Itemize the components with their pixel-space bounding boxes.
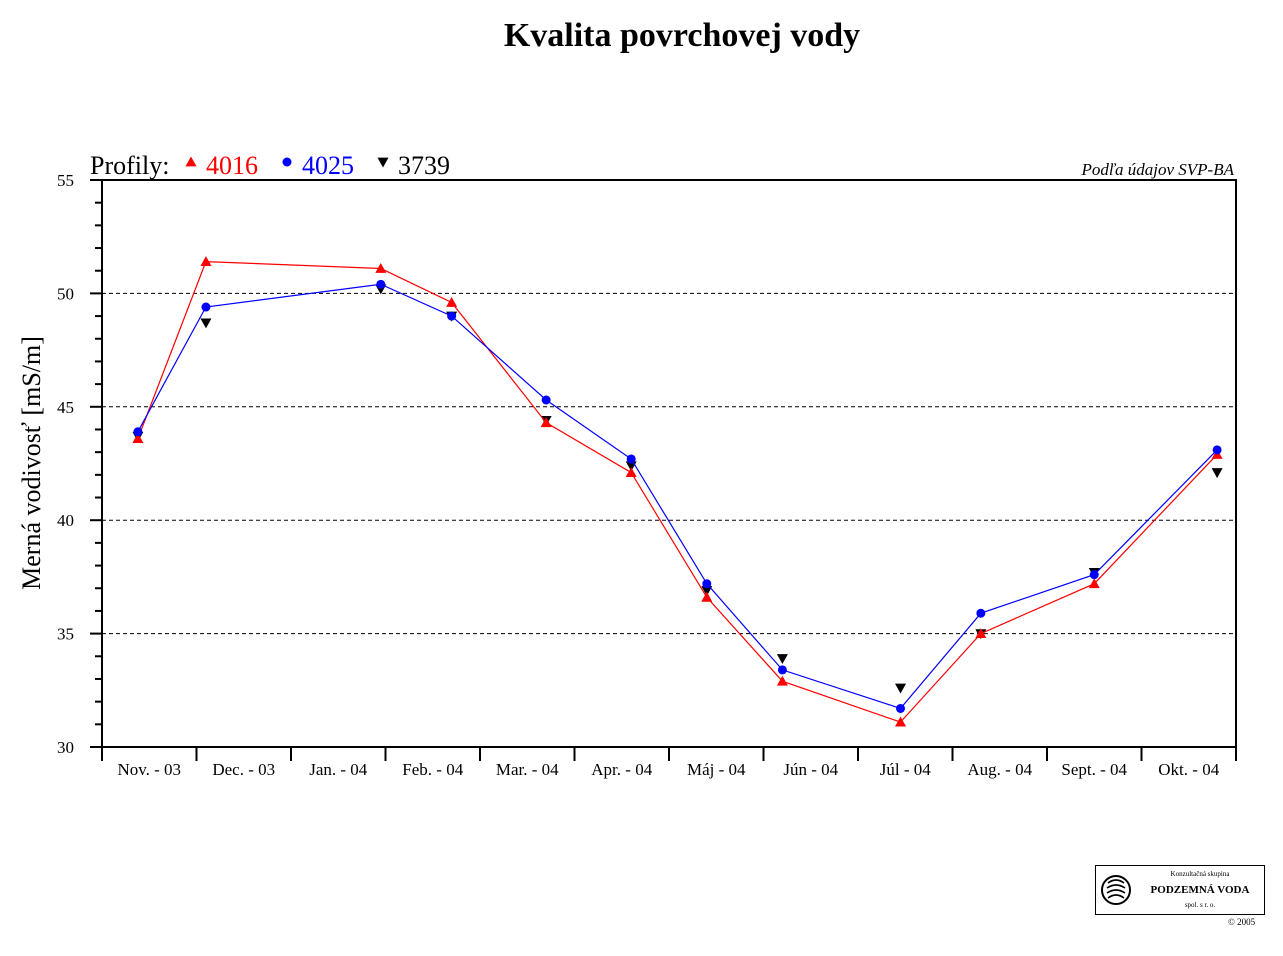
x-tick-label: Okt. - 04 xyxy=(1158,760,1219,779)
data-point-4025 xyxy=(626,454,636,464)
plot-area: 30 35 40 45 50 55 Nov. - 03 Dec. - 03 Jan. - 04 F… xyxy=(57,171,1237,779)
chart-title: Kvalita povrchovej vody xyxy=(504,17,860,54)
data-point-4016 xyxy=(776,675,788,686)
data-point-4016 xyxy=(975,628,987,638)
x-tick-label: Jún - 04 xyxy=(783,760,838,779)
data-point-3739 xyxy=(701,586,713,597)
legend-marker-4016 xyxy=(185,156,197,167)
x-tick-label: Feb. - 04 xyxy=(402,760,463,779)
series-line-4016 xyxy=(137,260,1218,723)
source-note: Podľa údajov SVP-BA xyxy=(1080,160,1234,179)
logo-top-text: Konzultačná skupina xyxy=(1170,870,1230,878)
company-logo: Konzultačná skupina PODZEMNÁ VODA spol. … xyxy=(1095,865,1265,915)
x-tick-label: Apr. - 04 xyxy=(591,760,652,779)
x-tick-label: Dec. - 03 xyxy=(212,760,275,779)
data-point-4025 xyxy=(1212,445,1222,455)
y-axis-label: Merná vodivosť [mS/m] xyxy=(17,336,46,590)
y-tick-label: 50 xyxy=(57,284,74,303)
data-point-4025 xyxy=(133,427,143,437)
logo-emblem-icon xyxy=(1101,875,1131,905)
data-point-4016 xyxy=(701,591,713,602)
plot-frame xyxy=(101,179,1237,748)
data-point-4025 xyxy=(201,302,211,312)
x-tick-label: Aug. - 04 xyxy=(967,760,1032,779)
legend: 4016 4025 3739 xyxy=(185,151,450,180)
logo-sub-text: spol. s r. o. xyxy=(1184,901,1216,909)
y-tick-label: 35 xyxy=(57,625,74,644)
logo-main-text: PODZEMNÁ VODA xyxy=(1150,884,1250,896)
data-point-4025 xyxy=(541,395,551,405)
data-point-4016 xyxy=(446,296,458,307)
legend-entry-3739: 3739 xyxy=(398,151,450,180)
x-tick-label: Sept. - 04 xyxy=(1061,760,1127,779)
y-tick-label: 40 xyxy=(57,511,74,530)
data-point-4016 xyxy=(625,467,637,477)
y-tick-label: 55 xyxy=(57,171,74,190)
data-point-3739 xyxy=(200,318,212,329)
legend-marker-4025 xyxy=(282,157,292,167)
legend-entry-4025: 4025 xyxy=(302,151,354,180)
legend-marker-3739 xyxy=(377,157,389,168)
data-point-4016 xyxy=(1088,578,1100,589)
data-point-4025 xyxy=(447,311,457,321)
x-tick-label: Mar. - 04 xyxy=(496,760,559,779)
data-point-4025 xyxy=(976,608,986,618)
data-point-4025 xyxy=(896,703,906,713)
series-4016 xyxy=(132,256,1223,727)
x-tick-label: Jan. - 04 xyxy=(309,760,368,779)
copyright-text: © 2005 xyxy=(1228,917,1256,927)
data-point-4016 xyxy=(540,417,552,428)
y-tick-label: 30 xyxy=(57,738,74,757)
data-point-3739 xyxy=(776,654,788,665)
data-point-4016 xyxy=(375,262,387,273)
data-point-3739 xyxy=(1211,468,1223,479)
legend-entry-4016: 4016 xyxy=(206,151,258,180)
series-line-4025 xyxy=(137,283,1218,710)
series-4025 xyxy=(133,279,1222,713)
x-tick-label: Júl - 04 xyxy=(880,760,932,779)
x-tick-label: Máj - 04 xyxy=(687,760,746,779)
series-3739 xyxy=(132,284,1223,694)
data-point-4025 xyxy=(702,579,712,589)
legend-label: Profily: xyxy=(90,151,169,180)
data-point-4016 xyxy=(132,433,144,443)
data-point-4016 xyxy=(895,716,907,727)
data-point-4025 xyxy=(777,665,787,675)
data-point-4025 xyxy=(1089,570,1099,580)
x-tick-label: Nov. - 03 xyxy=(117,760,181,779)
data-point-3739 xyxy=(895,683,907,694)
y-tick-label: 45 xyxy=(57,398,74,417)
data-point-4025 xyxy=(376,279,386,289)
data-point-4016 xyxy=(200,256,212,267)
